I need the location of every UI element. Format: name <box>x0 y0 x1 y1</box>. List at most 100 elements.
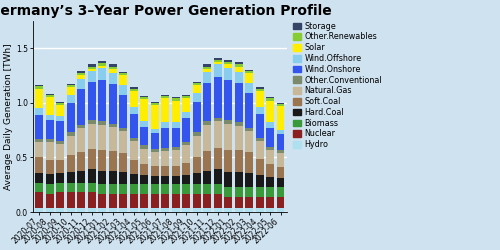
Bar <box>78 128 85 152</box>
Bar <box>78 88 85 125</box>
Bar <box>56 208 64 212</box>
Bar <box>140 194 148 208</box>
Bar <box>140 97 148 100</box>
Bar <box>245 70 253 71</box>
Bar <box>46 208 54 212</box>
Bar <box>140 184 148 194</box>
Bar <box>214 76 222 118</box>
Bar <box>130 141 138 160</box>
Bar <box>130 160 138 174</box>
Bar <box>182 146 190 163</box>
Bar <box>88 124 96 149</box>
Bar <box>130 194 138 208</box>
Bar <box>245 83 253 93</box>
Bar <box>119 85 127 95</box>
Bar <box>234 150 242 172</box>
Bar <box>276 103 284 104</box>
Bar <box>224 208 232 212</box>
Bar <box>56 105 64 116</box>
Bar <box>108 67 116 69</box>
Bar <box>88 192 96 208</box>
Bar <box>36 208 43 212</box>
Bar <box>98 184 106 194</box>
Bar <box>130 107 138 114</box>
Bar <box>150 176 158 184</box>
Bar <box>108 73 116 84</box>
Bar <box>119 128 127 131</box>
Bar <box>108 184 116 194</box>
Bar <box>203 194 211 208</box>
Bar <box>276 104 284 106</box>
Bar <box>161 128 169 148</box>
Bar <box>234 197 242 208</box>
Bar <box>276 150 284 153</box>
Bar <box>172 98 179 100</box>
Bar <box>276 197 284 208</box>
Bar <box>245 73 253 83</box>
Bar <box>172 128 179 146</box>
Bar <box>36 86 43 88</box>
Bar <box>88 64 96 67</box>
Bar <box>46 194 54 208</box>
Bar <box>234 122 242 126</box>
Bar <box>276 167 284 178</box>
Bar <box>192 102 200 132</box>
Bar <box>182 208 190 212</box>
Bar <box>182 112 190 118</box>
Bar <box>119 153 127 172</box>
Bar <box>36 115 43 139</box>
Bar <box>203 64 211 67</box>
Bar <box>150 105 158 129</box>
Bar <box>130 208 138 212</box>
Bar <box>140 100 148 121</box>
Bar <box>36 88 43 108</box>
Bar <box>245 187 253 197</box>
Bar <box>140 96 148 97</box>
Bar <box>150 184 158 194</box>
Bar <box>224 172 232 187</box>
Bar <box>161 148 169 151</box>
Bar <box>46 174 54 184</box>
Bar <box>88 182 96 192</box>
Bar <box>192 208 200 212</box>
Bar <box>234 72 242 83</box>
Bar <box>182 96 190 98</box>
Bar <box>108 194 116 208</box>
Bar <box>172 150 179 166</box>
Bar <box>203 170 211 184</box>
Bar <box>214 62 222 64</box>
Bar <box>214 148 222 170</box>
Bar <box>182 175 190 184</box>
Bar <box>245 93 253 128</box>
Bar <box>266 97 274 98</box>
Bar <box>108 151 116 171</box>
Bar <box>67 103 74 132</box>
Bar <box>78 152 85 171</box>
Bar <box>119 73 127 76</box>
Bar <box>161 96 169 98</box>
Bar <box>119 131 127 153</box>
Bar <box>36 173 43 182</box>
Bar <box>182 163 190 175</box>
Bar <box>36 139 43 142</box>
Bar <box>203 121 211 125</box>
Bar <box>172 146 179 150</box>
Bar <box>130 114 138 138</box>
Bar <box>182 118 190 142</box>
Bar <box>256 197 264 208</box>
Bar <box>214 118 222 121</box>
Bar <box>256 107 264 114</box>
Bar <box>161 98 169 122</box>
Bar <box>98 64 106 66</box>
Bar <box>245 71 253 73</box>
Bar <box>36 192 43 208</box>
Bar <box>56 102 64 103</box>
Bar <box>256 175 264 187</box>
Bar <box>214 184 222 194</box>
Bar <box>36 108 43 115</box>
Bar <box>245 197 253 208</box>
Bar <box>119 72 127 73</box>
Bar <box>46 115 54 120</box>
Bar <box>88 208 96 212</box>
Bar <box>172 122 179 128</box>
